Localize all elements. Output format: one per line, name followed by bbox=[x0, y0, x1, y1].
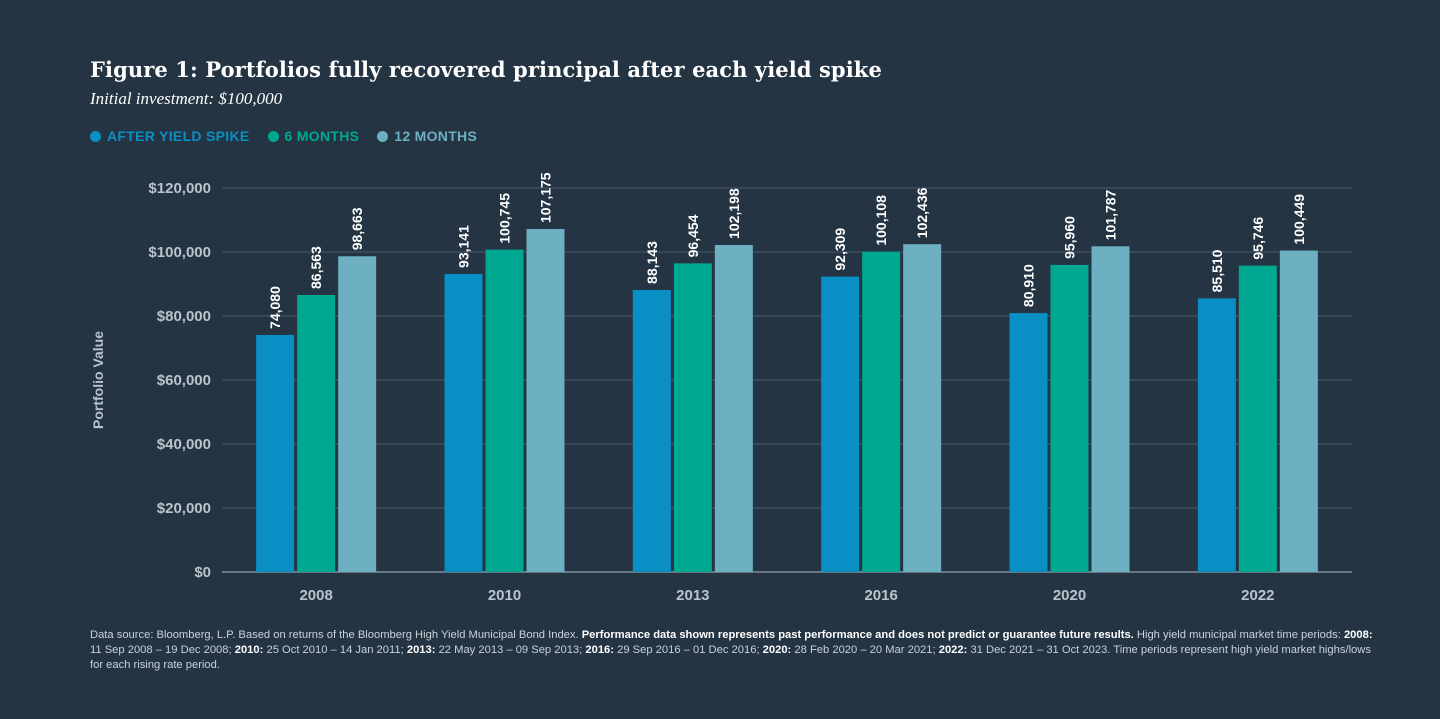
bar bbox=[1197, 298, 1236, 572]
bar bbox=[1050, 264, 1089, 572]
data-label: 98,663 bbox=[349, 207, 365, 250]
chart-subtitle: Initial investment: $100,000 bbox=[90, 89, 283, 108]
legend-item-after-yield-spike: AFTER YIELD SPIKE bbox=[90, 128, 250, 144]
legend-item-6-months: 6 MONTHS bbox=[267, 128, 360, 144]
x-tick-label: 2010 bbox=[488, 587, 521, 604]
y-tick-label: $120,000 bbox=[148, 180, 211, 197]
footnote: Data source: Bloomberg, L.P. Based on re… bbox=[90, 628, 1380, 673]
footnote-periods-intro: High yield municipal market time periods… bbox=[1136, 629, 1341, 641]
bar bbox=[632, 289, 671, 572]
data-label: 74,080 bbox=[267, 286, 283, 329]
footnote-source: Data source: Bloomberg, L.P. Based on re… bbox=[90, 629, 579, 641]
legend-label-six: 6 MONTHS bbox=[284, 128, 360, 144]
bar bbox=[297, 294, 336, 572]
footnote-period-year: 2022: bbox=[938, 644, 968, 656]
data-label: 96,454 bbox=[685, 214, 701, 257]
footnote-period-year: 2013: bbox=[406, 644, 436, 656]
y-tick-label: $20,000 bbox=[157, 500, 211, 517]
bar bbox=[821, 276, 860, 572]
chart-title: Figure 1: Portfolios fully recovered pri… bbox=[90, 57, 882, 82]
x-tick-label: 2022 bbox=[1241, 587, 1274, 604]
data-label: 101,787 bbox=[1103, 189, 1119, 240]
bar bbox=[485, 249, 524, 572]
footnote-tail: Time periods represent high yield market… bbox=[90, 644, 1371, 671]
legend-item-12-months: 12 MONTHS bbox=[377, 128, 477, 144]
y-tick-label: $0 bbox=[194, 564, 211, 581]
bar bbox=[526, 229, 565, 573]
y-axis-label: Portfolio Value bbox=[90, 331, 106, 429]
bar bbox=[673, 263, 712, 572]
footnote-period-year: 2020: bbox=[762, 644, 792, 656]
legend-swatch-six bbox=[267, 130, 279, 142]
data-label: 107,175 bbox=[538, 172, 554, 223]
footnote-period-range: 28 Feb 2020 – 20 Mar 2021; bbox=[794, 644, 936, 656]
footnote-period-range: 11 Sep 2008 – 19 Dec 2008; bbox=[90, 644, 232, 656]
bar bbox=[256, 334, 295, 572]
footnote-period-year: 2016: bbox=[585, 644, 614, 656]
legend-label-after: AFTER YIELD SPIKE bbox=[107, 128, 250, 144]
data-label: 95,960 bbox=[1062, 216, 1078, 259]
legend-swatch-twelve bbox=[377, 130, 389, 142]
footnote-period-year: 2010: bbox=[234, 644, 264, 656]
data-label: 102,436 bbox=[914, 187, 930, 238]
x-tick-label: 2016 bbox=[864, 587, 897, 604]
data-label: 80,910 bbox=[1021, 264, 1037, 307]
bar bbox=[444, 273, 483, 572]
legend-label-twelve: 12 MONTHS bbox=[394, 128, 478, 144]
x-tick-label: 2008 bbox=[299, 587, 332, 604]
data-label: 92,309 bbox=[832, 228, 848, 271]
bar bbox=[862, 251, 901, 572]
data-label: 100,449 bbox=[1291, 194, 1307, 245]
footnote-period-range: 22 May 2013 – 09 Sep 2013; bbox=[438, 644, 583, 656]
footnote-period-range: 31 Dec 2021 – 31 Oct 2023. bbox=[970, 644, 1111, 656]
bar bbox=[1279, 250, 1318, 572]
data-label: 88,143 bbox=[644, 241, 660, 284]
data-label: 95,746 bbox=[1250, 217, 1266, 260]
bar bbox=[903, 244, 942, 572]
y-tick-label: $40,000 bbox=[157, 436, 211, 453]
bar bbox=[714, 244, 753, 572]
y-tick-label: $100,000 bbox=[148, 244, 211, 261]
footnote-period-range: 25 Oct 2010 – 14 Jan 2011; bbox=[266, 644, 404, 656]
data-label: 100,108 bbox=[873, 195, 889, 246]
legend-swatch-after bbox=[90, 130, 101, 142]
data-label: 102,198 bbox=[726, 188, 742, 239]
data-label: 93,141 bbox=[456, 225, 472, 268]
x-tick-label: 2013 bbox=[676, 587, 709, 604]
footnote-period-year: 2008: bbox=[1343, 629, 1373, 641]
footnote-period-range: 29 Sep 2016 – 01 Dec 2016; bbox=[617, 644, 760, 656]
bar bbox=[1238, 265, 1277, 572]
bar bbox=[338, 256, 377, 572]
data-label: 86,563 bbox=[308, 246, 324, 289]
bar bbox=[1091, 246, 1130, 572]
y-tick-label: $60,000 bbox=[157, 372, 211, 389]
data-label: 100,745 bbox=[497, 193, 513, 244]
y-tick-label: $80,000 bbox=[157, 308, 211, 325]
bar bbox=[1009, 313, 1048, 572]
x-tick-label: 2020 bbox=[1053, 587, 1086, 604]
legend: AFTER YIELD SPIKE 6 MONTHS 12 MONTHS bbox=[90, 128, 477, 144]
footnote-disclaimer: Performance data shown represents past p… bbox=[581, 629, 1134, 641]
data-label: 85,510 bbox=[1209, 249, 1225, 292]
